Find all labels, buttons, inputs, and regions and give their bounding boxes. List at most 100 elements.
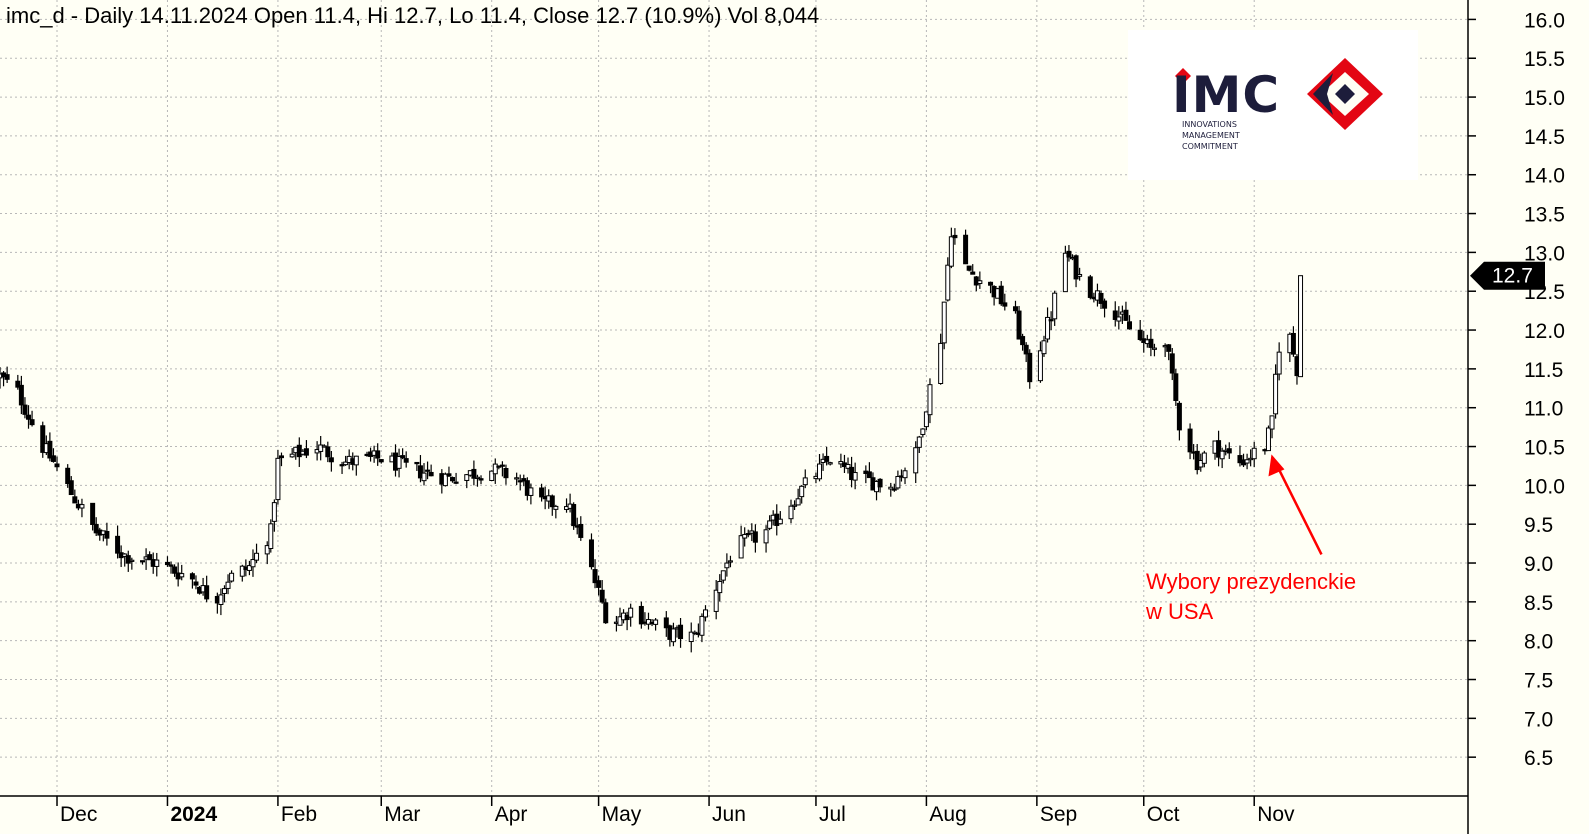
ohlc-bar [22,397,28,419]
ohlc-bar [250,549,256,577]
ohlc-bar [663,611,669,637]
ohlc-bar [79,498,85,518]
ohlc-bar [1173,368,1179,406]
ohlc-bar [1045,307,1051,343]
ohlc-bar [268,519,274,553]
ohlc-bar [742,527,748,547]
annotation: Wybory prezydenckie w USA [1145,454,1356,624]
logo-dot-icon [1175,68,1191,84]
ohlc-bar [1148,328,1154,357]
ohlc-bar [948,227,954,269]
ohlc-bar [713,580,719,620]
ohlc-bars [0,227,1304,653]
ohlc-bar [891,483,897,492]
ohlc-bar [1244,453,1250,470]
ohlc-bar [499,461,505,477]
ohlc-bar [189,572,195,589]
last-value-label: 12.7 [1492,265,1533,288]
x-tick-label: 2024 [170,803,217,826]
ohlc-bar [303,440,309,459]
ohlc-bar [1016,305,1022,340]
ohlc-bar [90,502,96,531]
ohlc-bar [104,522,110,546]
ohlc-bar [817,453,823,482]
ohlc-bar [503,464,509,485]
annotation-line-2: w USA [1145,599,1214,624]
ohlc-bar [528,483,534,505]
ohlc-bar [1112,301,1118,327]
x-tick-label: Nov [1257,803,1295,826]
ohlc-bar [278,452,284,467]
ohlc-bar [699,613,705,643]
ohlc-bar [289,448,295,458]
ohlc-bar [1020,333,1026,351]
ohlc-bar [988,281,994,294]
ohlc-bar [795,488,801,506]
ohlc-bar [745,529,751,538]
ohlc-bar [172,564,178,577]
ohlc-bar [945,257,951,302]
y-tick-label: 10.0 [1524,475,1565,498]
ohlc-bar [1226,442,1232,459]
ohlc-bar [827,461,833,466]
y-tick-label: 8.5 [1524,592,1553,615]
y-tick-label: 11.5 [1524,359,1563,382]
last-value-badge [1470,261,1545,290]
ohlc-bar [353,455,359,476]
ohlc-bar [1037,341,1043,383]
ohlc-bar [617,607,623,626]
ohlc-bar [229,570,235,583]
ohlc-bar [799,485,805,504]
ohlc-bar [998,281,1004,306]
ohlc-bar [702,605,708,622]
ohlc-bar [1098,290,1104,309]
ohlc-bar [1216,430,1222,467]
ohlc-bar [254,543,260,564]
ohlc-bar [1219,447,1225,469]
ohlc-bar [125,550,131,572]
ohlc-bar [767,515,773,531]
ohlc-bar [1002,293,1008,311]
ohlc-bar [792,500,798,510]
logo-wordmark: IMC [1172,66,1280,124]
y-tick-label: 9.5 [1524,514,1553,537]
x-tick-label: Jul [819,803,846,826]
ohlc-bar [802,469,808,489]
ohlc-bar [549,494,555,516]
y-tick-label: 10.5 [1524,437,1565,460]
ohlc-bar [923,411,929,431]
ohlc-bar [396,448,402,478]
ohlc-bar [1062,245,1068,293]
ohlc-bar [727,555,733,568]
x-tick-label: Apr [495,803,528,826]
ohlc-bar [164,556,170,567]
ohlc-bar [72,489,78,504]
ohlc-bar [471,460,477,486]
ohlc-bar [129,557,135,570]
y-tick-label: 11.0 [1524,398,1563,421]
ohlc-bar [54,456,60,472]
ohlc-bar [578,516,584,541]
ohlc-bar [653,618,659,631]
ohlc-bar [1137,319,1143,342]
chart-header: imc_d - Daily 14.11.2024 Open 11.4, Hi 1… [6,3,819,28]
ohlc-bar [877,478,883,493]
logo-tagline-1: INNOVATIONS [1182,120,1237,129]
ohlc-bar [1123,301,1129,321]
ohlc-bar [221,585,227,603]
ohlc-bar [168,561,174,574]
ohlc-bar [866,462,872,479]
ohlc-bar [941,301,947,350]
ohlc-bar [1166,344,1172,361]
ohlc-bar [963,229,969,265]
y-tick-label: 13.5 [1524,204,1565,227]
ohlc-bar [521,474,527,487]
ohlc-bar [453,472,459,485]
ohlc-bar [275,449,281,505]
ohlc-bar [902,467,908,485]
ohlc-bar [1265,425,1271,452]
y-tick-label: 8.0 [1524,631,1553,654]
ohlc-bar [592,559,598,589]
x-tick-label: Aug [929,803,966,826]
ohlc-bar [4,366,10,383]
